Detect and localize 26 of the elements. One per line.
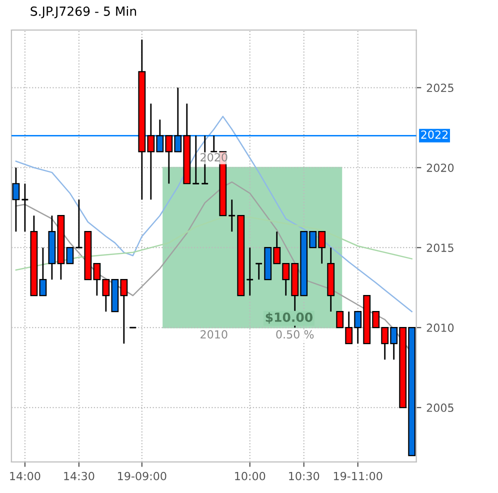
candlestick xyxy=(246,246,254,296)
x-tick-label: 19-09:00 xyxy=(118,472,166,480)
x-tick-label: 14:00 xyxy=(10,472,40,480)
x-tick-label: 14:30 xyxy=(64,472,94,480)
annotation: 2020 xyxy=(200,153,228,162)
line-series xyxy=(15,216,412,271)
candlestick xyxy=(255,262,263,280)
candlestick xyxy=(75,198,83,248)
x-tick-label: 10:30 xyxy=(289,472,320,480)
annotation: 0.50 % xyxy=(276,330,314,339)
chart-title: S.JP.J7269 - 5 Min xyxy=(30,6,136,18)
y-tick-label: 2025 xyxy=(426,84,454,92)
candlestick xyxy=(12,166,20,232)
band-label: $10.00 xyxy=(266,312,312,324)
candlestick xyxy=(228,198,236,232)
candlestick xyxy=(21,182,29,232)
ref-line-label: 2022 xyxy=(421,130,448,139)
y-tick-label: 2015 xyxy=(426,244,454,252)
candlestick xyxy=(192,134,200,184)
line-series xyxy=(15,116,412,312)
annotation: 2010 xyxy=(200,330,228,339)
y-tick-label: 2010 xyxy=(426,324,454,332)
y-tick-label: 2020 xyxy=(426,164,454,172)
x-tick-label: 10:00 xyxy=(235,472,266,480)
x-tick-label: 19-11:00 xyxy=(334,472,382,480)
y-tick-label: 2005 xyxy=(426,404,454,412)
